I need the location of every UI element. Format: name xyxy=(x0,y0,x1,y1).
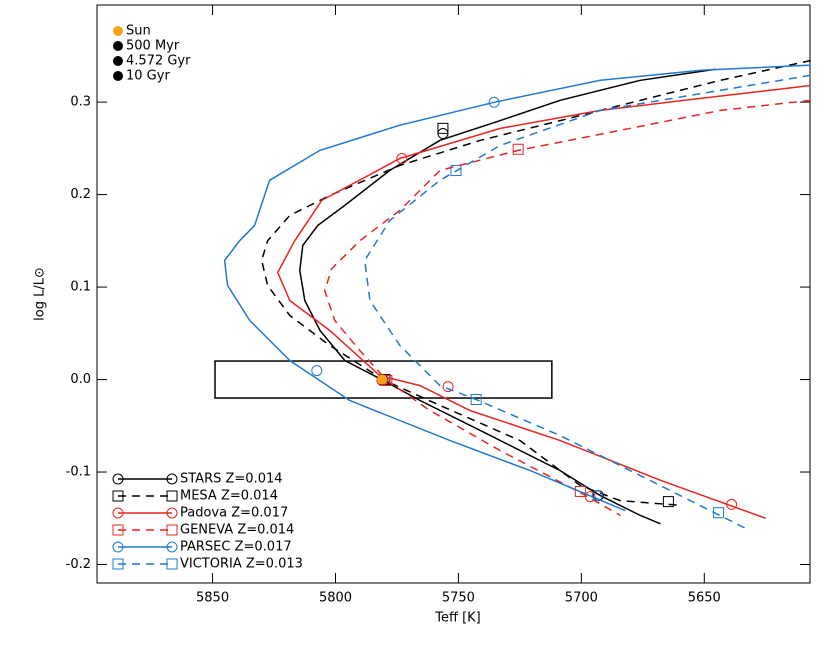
legend-marker xyxy=(112,507,124,519)
legend-marker xyxy=(112,473,124,485)
age-marker xyxy=(396,153,408,165)
legend-marker xyxy=(112,558,124,570)
age-marker xyxy=(450,165,462,177)
x-tick-label: 5750 xyxy=(442,591,475,606)
track-line xyxy=(363,74,811,530)
track-line xyxy=(299,68,716,525)
legend-dot xyxy=(113,56,123,66)
legend-label: Sun xyxy=(126,24,151,39)
legend-label: GENEVA Z=0.014 xyxy=(180,523,294,538)
legend-marker xyxy=(166,524,178,536)
legend-marker xyxy=(166,541,178,553)
plot-frame xyxy=(96,4,811,584)
y-tick-label: -0.2 xyxy=(66,557,91,572)
age-marker xyxy=(470,394,482,406)
age-marker xyxy=(713,507,725,519)
legend-label: VICTORIA Z=0.013 xyxy=(180,557,303,572)
age-marker xyxy=(574,485,586,497)
legend-marker xyxy=(112,490,124,502)
legend-marker xyxy=(112,524,124,536)
y-tick-label: 0.1 xyxy=(70,280,91,295)
legend-marker xyxy=(166,490,178,502)
y-tick-label: 0.2 xyxy=(70,187,91,202)
x-tick-label: 5650 xyxy=(688,591,721,606)
y-tick-label: 0.0 xyxy=(70,372,91,387)
legend-dot xyxy=(113,26,123,36)
legend-marker xyxy=(166,558,178,570)
y-tick-label: 0.3 xyxy=(70,95,91,110)
x-tick-label: 5800 xyxy=(319,591,352,606)
legend-label: STARS Z=0.014 xyxy=(180,472,283,487)
age-marker xyxy=(591,490,603,502)
age-marker xyxy=(311,365,323,377)
age-marker xyxy=(726,498,738,510)
x-tick-label: 5850 xyxy=(196,591,229,606)
track-line xyxy=(276,84,811,520)
y-axis-label: log L/L⊙ xyxy=(33,267,48,321)
legend-dot xyxy=(113,71,123,81)
sun-point xyxy=(377,374,388,385)
age-marker xyxy=(442,381,454,393)
age-marker xyxy=(488,96,500,108)
x-tick-label: 5700 xyxy=(565,591,598,606)
legend-dot xyxy=(113,41,123,51)
legend-label: Padova Z=0.017 xyxy=(180,506,288,521)
legend-label: 10 Gyr xyxy=(126,69,170,84)
y-tick-label: -0.1 xyxy=(66,465,91,480)
legend-label: PARSEC Z=0.017 xyxy=(180,540,292,555)
track-line xyxy=(260,59,811,507)
track-line xyxy=(323,99,811,517)
legend-marker xyxy=(166,507,178,519)
track-line xyxy=(223,64,811,512)
legend-label: MESA Z=0.014 xyxy=(180,489,278,504)
x-axis-label: Teff [K] xyxy=(434,611,481,626)
legend-label: 500 Myr xyxy=(126,39,180,54)
legend-marker xyxy=(166,473,178,485)
legend-marker xyxy=(112,541,124,553)
age-marker xyxy=(662,496,674,508)
legend-label: 4.572 Gyr xyxy=(126,54,191,69)
age-marker xyxy=(437,122,449,134)
error-box xyxy=(214,360,553,399)
age-marker xyxy=(512,143,524,155)
